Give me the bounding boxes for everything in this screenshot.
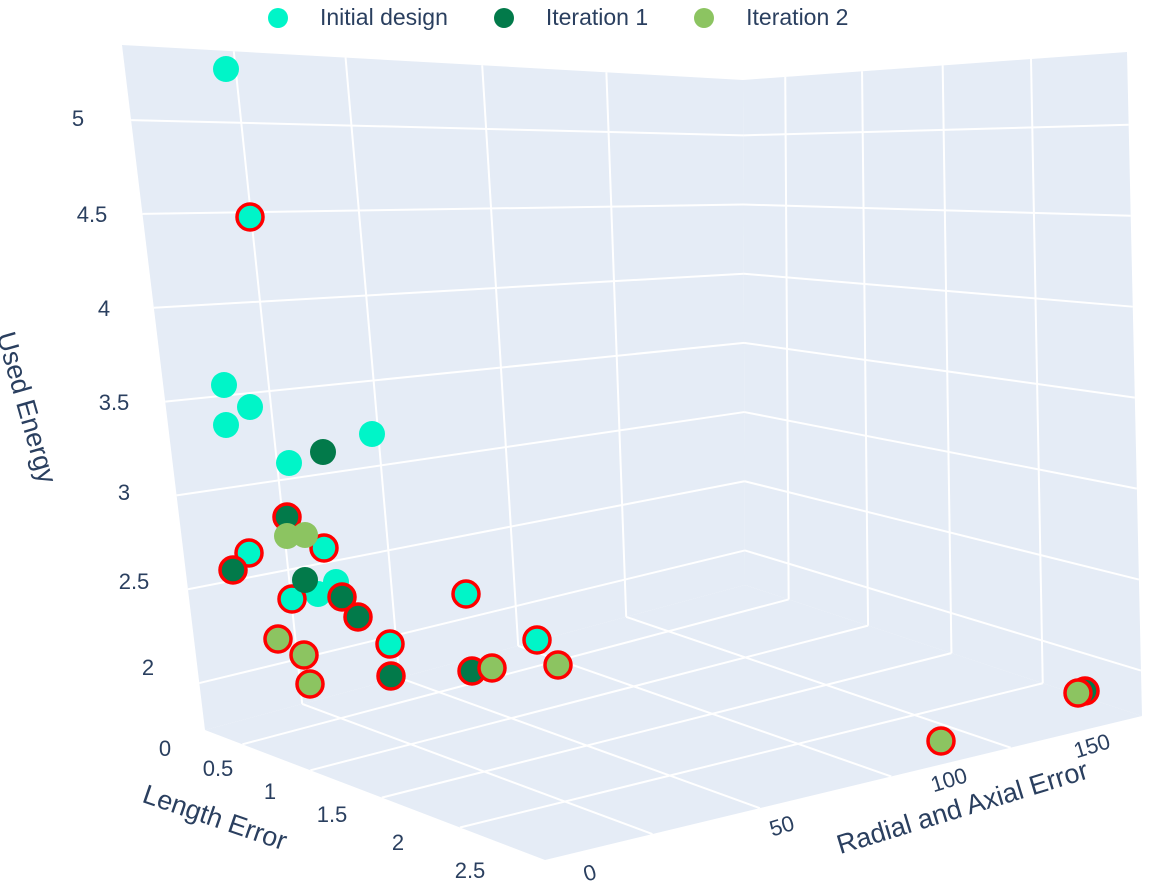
data-point-initial-design[interactable] [235,202,265,232]
left-wall [122,45,745,730]
legend-marker-initial-design [268,7,288,28]
data-point-iteration-2[interactable] [292,522,318,548]
y-gridline-back [784,76,790,600]
data-point-initial-design[interactable] [213,56,239,82]
legend-label: Iteration 1 [545,4,649,30]
z-gridline-back [744,480,1140,581]
data-point-iteration-2[interactable] [1063,678,1093,708]
x-gridline-left [344,57,401,678]
data-point-initial-design[interactable] [522,625,552,655]
z-axis-title: Used Energy [0,328,63,487]
legend-item-iteration-1[interactable]: Iteration 1 [493,4,649,31]
z-gridline-left [131,119,744,137]
y-gridline-floor [459,682,1043,829]
data-point-initial-design[interactable] [375,629,405,659]
data-point-initial-design[interactable] [451,579,481,609]
z-tick-label: 2.5 [119,569,150,594]
data-point-iteration-2[interactable] [263,624,293,654]
y-tick-label: 0 [580,859,599,886]
data-point-initial-design[interactable] [211,372,237,398]
y-gridline-floor [310,624,869,772]
data-point-iteration-2[interactable] [289,640,319,670]
x-tick-label: 0.5 [203,756,234,781]
legend-marker-iteration-1 [493,7,514,28]
y-tick-label: 50 [766,810,797,841]
data-points [211,56,1100,756]
data-point-initial-design[interactable] [213,412,239,438]
floor-plane [205,585,1142,860]
x-tick-label: 2.5 [455,858,486,883]
data-point-iteration-1[interactable] [376,661,406,691]
x-tick-label: 1 [264,779,276,804]
data-point-iteration-1[interactable] [310,439,336,465]
scene-background [122,45,1142,860]
data-point-initial-design[interactable] [277,584,307,614]
z-tick-label: 3.5 [99,390,130,415]
y-gridline-back [941,65,953,654]
z-gridline-back [744,411,1138,490]
x-gridline-floor [399,676,761,810]
z-gridline-left [187,480,745,591]
legend-label: Iteration 2 [746,4,849,30]
data-point-iteration-2[interactable] [295,669,325,699]
z-tick-label: 5 [72,106,84,131]
z-gridline-left [165,341,745,403]
y-gridline-floor [381,652,952,799]
data-point-iteration-1[interactable] [343,602,373,632]
z-gridline-back [744,549,1142,672]
y-gridline-back [861,71,870,626]
back-wall-grid [743,58,1142,684]
data-point-iteration-2[interactable] [543,650,573,680]
legend-item-initial-design[interactable]: Initial design [268,4,448,31]
floor-grid [242,598,1043,836]
z-gridline-left [199,549,746,685]
y-gridline-floor [242,598,789,746]
z-gridline-back [743,341,1135,399]
legend: Initial design Iteration 1 Iteration 2 [268,4,894,31]
data-point-iteration-1[interactable] [218,555,248,585]
z-gridline-back [743,123,1129,137]
z-tick-label: 3 [118,480,130,505]
x-gridline-floor [517,644,892,778]
data-point-initial-design[interactable] [276,450,302,476]
x-gridline-floor [625,615,1011,749]
data-point-initial-design[interactable] [237,394,263,420]
z-gridline-left [153,272,744,309]
z-gridline-back [743,203,1131,217]
data-point-iteration-2[interactable] [926,726,956,756]
x-tick-label: 2 [392,830,404,855]
z-tick-label: 4.5 [77,202,108,227]
z-tick-label: 4 [98,296,110,321]
z-gridline-back [743,272,1133,308]
legend-label: Initial design [320,4,448,30]
x-gridline-left [481,65,520,646]
data-point-initial-design[interactable] [309,533,339,563]
z-tick-label: 2 [142,655,154,680]
x-gridline-left [605,72,628,617]
y-gridline-back [1030,58,1044,684]
data-point-iteration-1[interactable] [327,582,357,612]
legend-marker-iteration-2 [694,7,715,28]
z-gridline-left [176,411,745,497]
legend-item-iteration-2[interactable]: Iteration 2 [694,4,848,31]
data-point-iteration-2[interactable] [477,653,507,683]
back-wall [743,52,1142,716]
x-gridline-floor [301,702,653,836]
data-point-initial-design[interactable] [359,421,385,447]
left-wall-grid [131,51,746,705]
data-point-iteration-1[interactable] [292,567,318,593]
x-tick-label: 0 [159,736,171,761]
x-tick-label: 1.5 [317,802,348,827]
